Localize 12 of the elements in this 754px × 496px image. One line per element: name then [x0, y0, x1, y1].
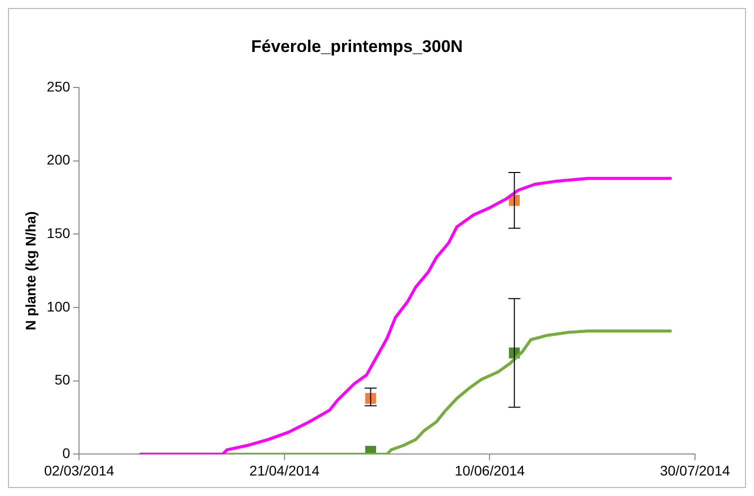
x-tick-label: 10/06/2014 [454, 462, 525, 478]
y-tick-label: 250 [46, 78, 70, 94]
y-tick-label: 100 [46, 298, 70, 314]
y-tick-label: 50 [54, 372, 70, 388]
y-tick-label: 150 [46, 224, 70, 241]
x-tick-label: 02/03/2014 [44, 462, 114, 478]
y-tick-label: 200 [46, 152, 70, 168]
y-axis-title: N plante (kg N/ha) [22, 211, 38, 330]
chart-title: Féverole_printemps_300N [251, 36, 463, 56]
x-tick-label: 30/07/2014 [660, 462, 730, 478]
y-tick-label: 0 [62, 445, 70, 462]
x-tick-label: 21/04/2014 [249, 462, 320, 478]
